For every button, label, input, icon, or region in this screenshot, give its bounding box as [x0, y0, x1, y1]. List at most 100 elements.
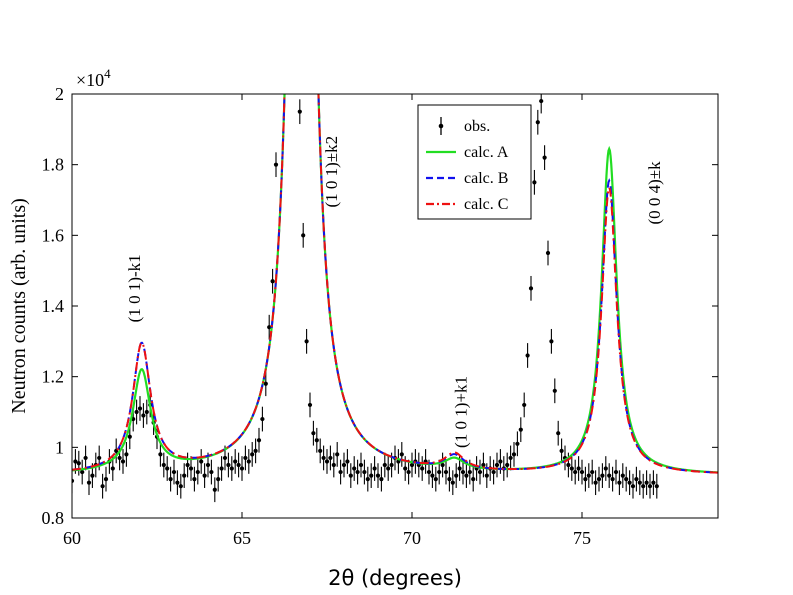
obs-marker	[607, 473, 612, 478]
obs-point	[188, 456, 194, 481]
obs-marker	[168, 477, 173, 482]
obs-point	[583, 466, 588, 492]
obs-marker	[175, 480, 180, 485]
obs-marker	[72, 478, 75, 483]
obs-marker	[171, 469, 177, 475]
obs-marker	[647, 484, 653, 489]
obs-marker	[277, 21, 281, 25]
obs-marker	[630, 484, 636, 489]
legend-label: calc. B	[464, 170, 508, 187]
obs-point	[552, 378, 557, 404]
obs-point	[420, 456, 425, 481]
obs-point	[409, 452, 415, 478]
obs-marker	[222, 455, 228, 461]
obs-point	[460, 459, 466, 485]
obs-point	[430, 463, 435, 488]
obs-point	[331, 452, 336, 478]
obs-marker	[369, 473, 374, 478]
obs-point	[399, 442, 404, 467]
obs-marker	[358, 462, 364, 468]
obs-point	[76, 450, 81, 476]
obs-marker	[209, 469, 214, 475]
obs-point	[83, 445, 88, 471]
obs-point	[454, 463, 459, 488]
obs-point	[362, 459, 367, 485]
obs-point	[494, 452, 500, 478]
obs-point	[607, 463, 612, 488]
obs-point	[627, 470, 632, 496]
obs-marker	[403, 466, 408, 471]
obs-marker	[511, 452, 517, 457]
obs-point	[396, 449, 401, 474]
obs-point	[348, 463, 353, 488]
obs-marker	[307, 402, 313, 408]
obs-point	[637, 470, 642, 496]
axis-ticks: 60 65 70 75 0.8 1 1.2 1.4 1.6 1.8 2	[42, 84, 718, 548]
obs-point	[124, 442, 129, 467]
obs-point	[379, 466, 384, 492]
obs-marker	[382, 462, 387, 468]
obs-marker	[515, 441, 520, 446]
obs-point	[311, 420, 316, 446]
obs-point	[525, 343, 530, 368]
obs-marker	[76, 461, 81, 466]
obs-point	[498, 449, 503, 474]
obs-marker	[460, 469, 466, 475]
obs-marker	[593, 480, 598, 485]
obs-marker	[579, 469, 585, 475]
obs-marker	[86, 480, 92, 485]
obs-marker	[314, 438, 319, 443]
obs-marker	[318, 448, 323, 453]
obs-point	[416, 452, 421, 478]
obs-point	[617, 470, 622, 496]
obs-marker	[600, 473, 605, 478]
obs-point	[590, 459, 595, 485]
obs-marker	[90, 473, 95, 478]
obs-marker	[566, 462, 571, 468]
obs-marker	[352, 466, 357, 471]
obs-marker	[178, 484, 183, 489]
obs-point	[182, 463, 187, 488]
obs-marker	[311, 431, 316, 436]
obs-marker	[491, 469, 496, 475]
obs-point	[297, 99, 302, 125]
obs-marker	[549, 339, 554, 344]
obs-point	[185, 452, 190, 478]
obs-marker	[518, 427, 523, 432]
obs-point	[603, 456, 608, 481]
legend-item: calc. B	[426, 170, 508, 187]
obs-marker	[141, 413, 146, 418]
obs-point	[171, 459, 177, 485]
obs-point	[307, 392, 313, 418]
obs-point	[158, 442, 163, 467]
obs-marker	[433, 477, 438, 482]
peak-annotation: (1 0 1)+k1	[451, 376, 470, 448]
obs-point	[528, 275, 534, 301]
obs-marker	[569, 466, 574, 471]
obs-marker	[83, 455, 88, 461]
obs-marker	[345, 459, 350, 464]
obs-point	[641, 473, 646, 499]
y-tick-label: 2	[55, 84, 64, 104]
obs-point	[576, 456, 581, 481]
obs-point	[236, 452, 241, 478]
obs-point	[433, 466, 438, 492]
obs-point	[358, 452, 364, 478]
obs-point	[141, 403, 146, 428]
obs-marker	[161, 462, 166, 468]
obs-marker	[559, 448, 564, 453]
obs-marker	[324, 459, 330, 464]
obs-marker	[528, 286, 534, 291]
obs-point	[630, 473, 636, 499]
obs-point	[120, 449, 126, 474]
obs-marker	[596, 477, 602, 482]
obs-marker	[522, 402, 527, 408]
obs-marker	[219, 466, 224, 471]
obs-point	[338, 459, 343, 485]
obs-marker	[627, 480, 632, 485]
obs-point	[246, 449, 251, 474]
obs-point	[256, 427, 262, 453]
obs-marker	[239, 466, 245, 471]
y-tick-label: 1.8	[42, 155, 65, 175]
